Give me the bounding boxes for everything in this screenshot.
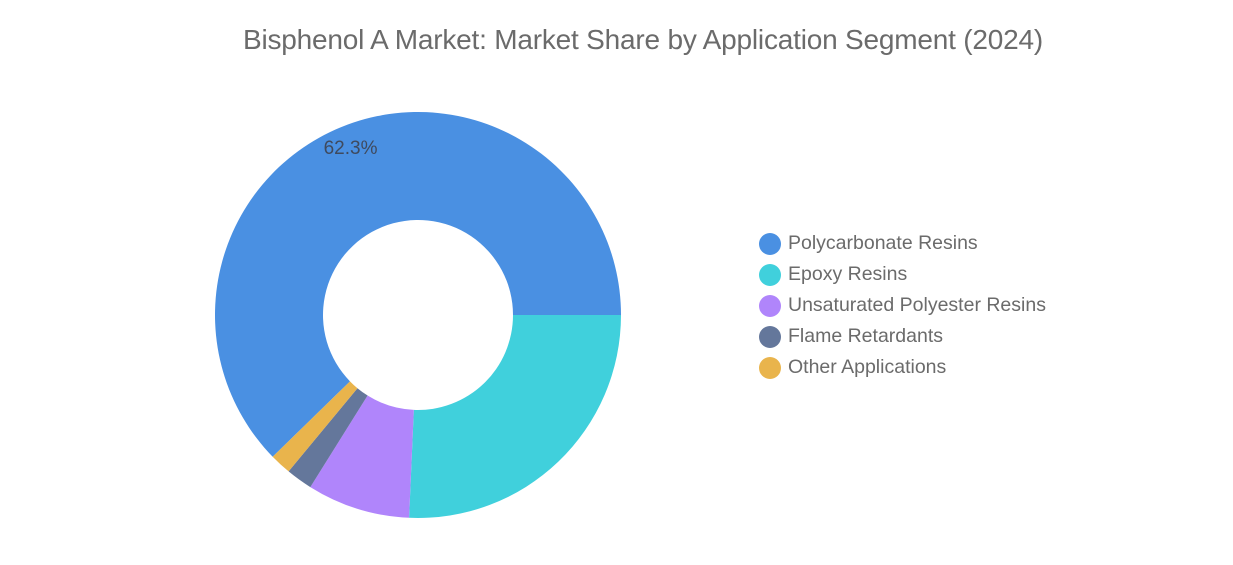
legend-label: Other Applications [788, 356, 947, 378]
slice-other-applications[interactable] [272, 381, 358, 472]
legend-item[interactable]: Other Applications [759, 352, 1046, 383]
slice-epoxy-resins[interactable] [409, 315, 621, 518]
legend-label: Epoxy Resins [788, 263, 908, 285]
legend-swatch [759, 294, 781, 317]
slice-unsaturated-polyester-resins[interactable] [310, 395, 414, 518]
legend-item[interactable]: Unsaturated Polyester Resins [759, 290, 1046, 321]
legend-swatch [759, 356, 781, 379]
slice-polycarbonate-resins[interactable] [215, 111, 621, 457]
legend: Polycarbonate Resins Epoxy Resins Unsatura… [759, 228, 1046, 383]
legend-swatch [759, 263, 781, 286]
legend-item[interactable]: Flame Retardants [759, 321, 1046, 352]
slice-flame-retardants[interactable] [288, 388, 368, 488]
slice-labels: 62.3% [324, 138, 378, 159]
legend-label: Flame Retardants [788, 325, 943, 347]
slice-label: 62.3% [324, 138, 378, 159]
legend-label: Unsaturated Polyester Resins [788, 294, 1046, 316]
donut-slices [215, 111, 621, 518]
legend-swatch [759, 232, 781, 255]
legend-label: Polycarbonate Resins [788, 232, 978, 254]
legend-swatch [759, 325, 781, 348]
legend-item[interactable]: Epoxy Resins [759, 259, 1046, 290]
chart-title: Bisphenol A Market: Market Share by Appl… [242, 24, 1044, 55]
legend-item[interactable]: Polycarbonate Resins [759, 228, 1046, 259]
